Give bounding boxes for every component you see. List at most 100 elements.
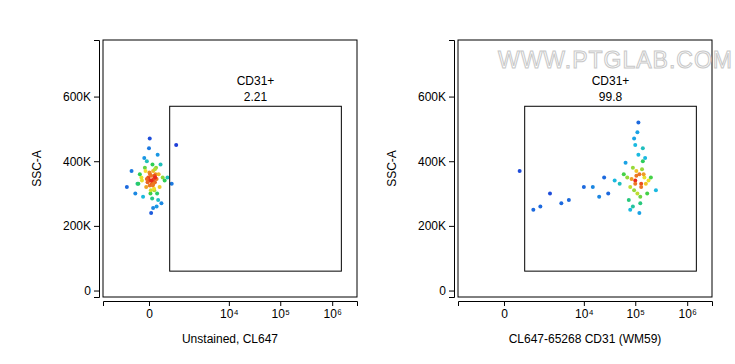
x-tick-label: 10⁴ (220, 307, 239, 321)
y-tick-label: 400K (418, 155, 446, 169)
x-tick: 10⁵ (627, 301, 645, 321)
x-tick-label: 0 (501, 307, 508, 321)
y-tick-mark (449, 226, 454, 227)
event-point (638, 201, 642, 205)
gate-name: CD31+ (237, 74, 275, 88)
event-point (159, 201, 163, 205)
y-tick-mark (94, 161, 99, 162)
x-tick: 0 (146, 301, 153, 321)
x-tick-label: 10⁴ (575, 307, 594, 321)
x-tick-label: 10⁵ (272, 307, 290, 321)
event-point (548, 192, 552, 196)
event-point (144, 169, 148, 173)
gate (525, 106, 697, 271)
y-tick-label: 0 (439, 284, 446, 298)
event-point (155, 204, 159, 208)
event-point (133, 192, 137, 196)
gate-percent: 2.21 (244, 90, 268, 104)
y-axis-title: SSC-A (30, 150, 44, 187)
event-point (628, 185, 632, 189)
x-tick-label: 10⁶ (324, 307, 342, 321)
events (518, 120, 658, 215)
event-point (639, 185, 643, 189)
event-point (591, 185, 595, 189)
y-tick: 200K (63, 219, 99, 233)
y-tick-label: 600K (418, 90, 446, 104)
event-point (135, 182, 139, 186)
y-tick: 0 (439, 284, 454, 298)
event-point (531, 208, 535, 212)
event-point (145, 177, 149, 181)
event-point (634, 174, 638, 178)
y-tick-mark (449, 291, 454, 292)
event-point (141, 195, 145, 199)
x-tick-mark (504, 301, 505, 306)
y-tick-label: 400K (63, 155, 91, 169)
event-point (153, 175, 157, 179)
gate (170, 106, 342, 271)
x-axis-title: Unstained, CL647 (182, 332, 278, 346)
event-point (158, 185, 162, 189)
plot: WWW.PTGLAB.COMCD31+99.8010⁴10⁵10⁶0200K40… (385, 40, 733, 346)
x-axis-line (104, 302, 358, 307)
y-tick-label: 0 (84, 284, 91, 298)
event-point (136, 182, 140, 186)
y-axis-line (94, 41, 100, 298)
event-point (149, 179, 153, 183)
y-tick-mark (94, 226, 99, 227)
event-point (156, 153, 160, 157)
x-tick: 10⁵ (272, 301, 290, 321)
event-point (150, 162, 154, 166)
plot: CD31+ 2.21 0 10⁴ 10⁵ 10⁶ 0 200K 400K 600K Unstaine… (30, 40, 358, 346)
x-tick: 10⁴ (220, 301, 239, 321)
event-point (627, 198, 631, 202)
event-point (174, 143, 178, 147)
event-point (618, 182, 622, 186)
event-point (518, 169, 522, 173)
event-point (602, 175, 606, 179)
event-point (624, 161, 628, 165)
y-tick-mark (449, 161, 454, 162)
event-point (148, 137, 152, 141)
event-point (606, 192, 610, 196)
event-point (625, 175, 629, 179)
event-point (632, 188, 636, 192)
event-point (632, 137, 636, 141)
event-point (148, 172, 152, 176)
event-point (149, 211, 153, 215)
event-point (641, 159, 645, 163)
event-point (130, 169, 134, 173)
event-point (635, 130, 639, 134)
event-point (597, 195, 601, 199)
y-tick-label: 600K (63, 90, 91, 104)
event-point (155, 192, 159, 196)
x-tick-label: 10⁵ (627, 307, 645, 321)
event-point (150, 196, 154, 200)
x-tick-label: 10⁶ (679, 307, 697, 321)
event-point (559, 201, 563, 205)
event-point (642, 172, 646, 176)
gate-percent: 99.8 (599, 90, 623, 104)
event-point (138, 172, 142, 176)
y-tick: 600K (63, 90, 99, 104)
event-point (638, 195, 642, 199)
y-tick-mark (94, 97, 99, 98)
y-axis: 0 200K 400K 600K (63, 41, 100, 298)
event-point (152, 187, 156, 191)
x-tick: 10⁴ (575, 301, 594, 321)
y-tick-label: 200K (63, 219, 91, 233)
event-point (631, 166, 635, 170)
event-point (538, 204, 542, 208)
event-point (636, 120, 640, 124)
x-tick-label: 0 (146, 307, 153, 321)
plot-frame (103, 40, 357, 297)
event-point (156, 198, 160, 202)
y-axis-title: SSC-A (385, 150, 399, 187)
y-tick-label: 200K (418, 219, 446, 233)
y-tick: 400K (63, 155, 99, 169)
event-point (145, 159, 149, 163)
x-tick: 10⁶ (679, 301, 697, 321)
event-point (634, 169, 638, 173)
event-point (628, 208, 632, 212)
event-point (144, 185, 148, 189)
